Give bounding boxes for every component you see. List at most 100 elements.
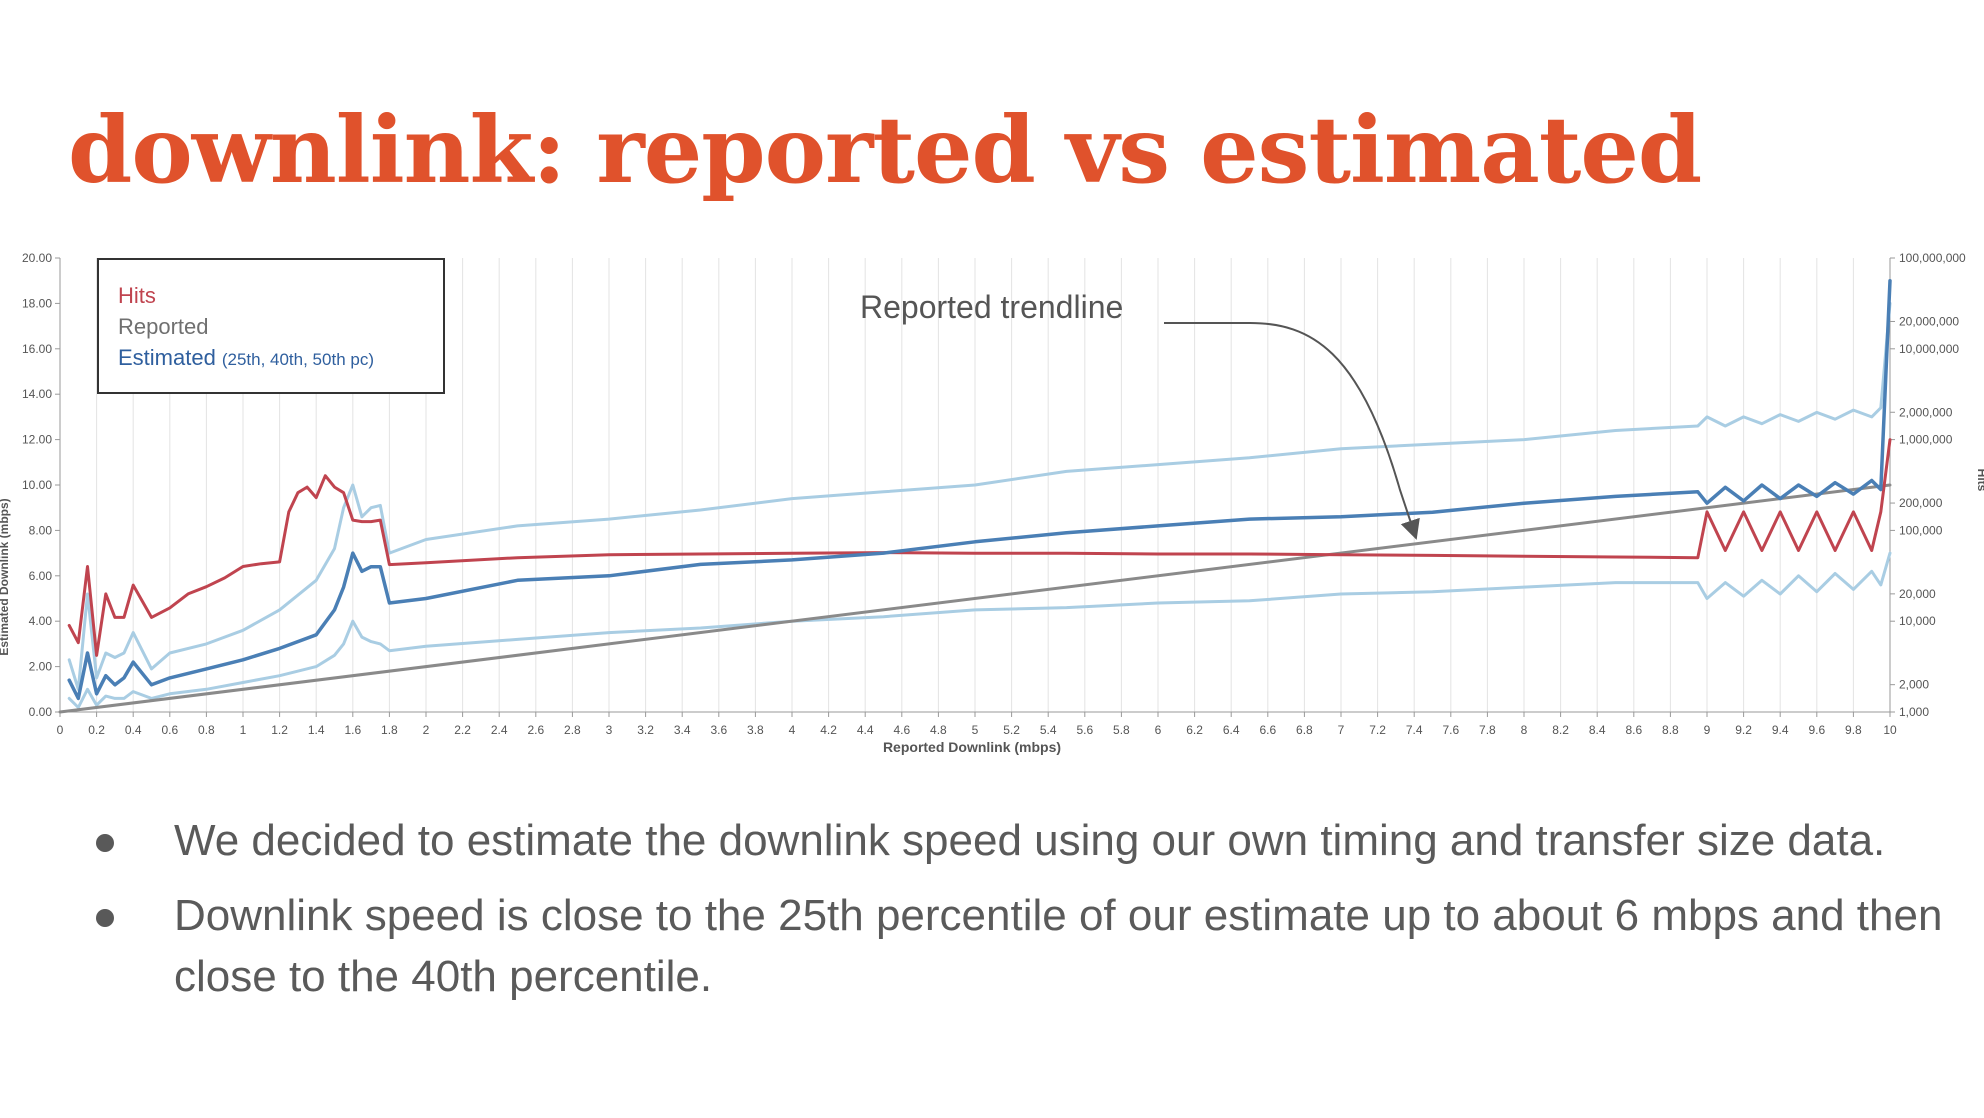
series-line-estimated-25 [67, 551, 1892, 709]
y2-tick-label: 100,000,000 [1899, 251, 1966, 265]
x-tick-label: 5.6 [1076, 723, 1093, 737]
legend-hits: Hits [118, 283, 156, 308]
chart-series [58, 278, 1892, 714]
x-tick-label: 9.4 [1772, 723, 1789, 737]
bullet-item: We decided to estimate the downlink spee… [96, 810, 1956, 871]
x-tick-label: 8.4 [1589, 723, 1606, 737]
y2-tick-label: 200,000 [1899, 496, 1943, 510]
x-tick-label: 1.8 [381, 723, 398, 737]
slide-title: downlink: reported vs estimated [68, 96, 1702, 204]
x-tick-label: 9.6 [1808, 723, 1825, 737]
x-tick-label: 1.4 [308, 723, 325, 737]
x-tick-label: 4 [789, 723, 796, 737]
x-tick-label: 2 [423, 723, 430, 737]
x-tick-label: 8.2 [1552, 723, 1569, 737]
x-tick-label: 4.8 [930, 723, 947, 737]
x-tick-label: 2.8 [564, 723, 581, 737]
series-line-reported [58, 483, 1892, 714]
bullet-item: Downlink speed is close to the 25th perc… [96, 885, 1956, 1007]
x-tick-label: 5.4 [1040, 723, 1057, 737]
y-tick-label: 18.00 [22, 296, 52, 310]
series-line-estimated-40 [67, 278, 1892, 701]
annotation-label: Reported trendline [860, 289, 1123, 325]
x-tick-label: 7.8 [1479, 723, 1496, 737]
series-line-estimated-50 [67, 301, 1892, 691]
x-tick-label: 2.6 [527, 723, 544, 737]
x-tick-label: 3.8 [747, 723, 764, 737]
y-tick-label: 0.00 [29, 705, 53, 719]
x-tick-label: 0.6 [161, 723, 178, 737]
x-tick-label: 8.6 [1625, 723, 1642, 737]
y2-tick-label: 20,000 [1899, 587, 1936, 601]
x-tick-label: 6.2 [1186, 723, 1203, 737]
x-tick-label: 7 [1338, 723, 1345, 737]
x-tick-label: 5.2 [1003, 723, 1020, 737]
x-tick-label: 1.2 [271, 723, 288, 737]
series-line-hits [67, 438, 1892, 657]
y2-tick-label: 20,000,000 [1899, 314, 1959, 328]
x-tick-label: 6.8 [1296, 723, 1313, 737]
x-tick-label: 3 [606, 723, 613, 737]
chart: 0 0.2 0.4 0.6 0.8 1 1.2 1.4 1.6 1.8 2 2.2 2.4 2.6 2.8 3… [0, 251, 1984, 755]
x-tick-label: 8 [1521, 723, 1528, 737]
bullet-text: We decided to estimate the downlink spee… [174, 816, 1886, 865]
x-tick-label: 6 [1155, 723, 1162, 737]
y2-tick-label: 10,000,000 [1899, 342, 1959, 356]
y2-tick-label: 1,000,000 [1899, 433, 1953, 447]
y-tick-label: 10.00 [22, 478, 52, 492]
x-axis-label: Reported Downlink (mbps) [883, 739, 1061, 755]
x-tick-label: 8.8 [1662, 723, 1679, 737]
legend-estimated-note: (25th, 40th, 50th pc) [222, 350, 374, 369]
x-tick-label: 6.4 [1223, 723, 1240, 737]
x-tick-label: 0.4 [125, 723, 142, 737]
chart-legend: Hits Reported Estimated (25th, 40th, 50th… [97, 258, 445, 394]
bullet-list: We decided to estimate the downlink spee… [96, 810, 1956, 1021]
legend-estimated: Estimated (25th, 40th, 50th pc) [118, 345, 374, 370]
x-tick-label: 5 [972, 723, 979, 737]
x-tick-label: 2.4 [491, 723, 508, 737]
x-tick-label: 4.2 [820, 723, 837, 737]
y2-tick-label: 10,000 [1899, 614, 1936, 628]
x-tick-label: 1.6 [344, 723, 361, 737]
bullet-dot [96, 909, 114, 927]
y2-tick-label: 2,000,000 [1899, 405, 1953, 419]
x-tick-label: 9 [1704, 723, 1711, 737]
x-tick-label: 9.2 [1735, 723, 1752, 737]
bullet-dot [96, 834, 114, 852]
x-tick-label: 3.2 [637, 723, 654, 737]
y2-tick-label: 100,000 [1899, 523, 1943, 537]
y-tick-label: 12.00 [22, 433, 52, 447]
x-tick-label: 5.8 [1113, 723, 1130, 737]
legend-reported: Reported [118, 314, 209, 339]
y2-tick-label: 2,000 [1899, 678, 1929, 692]
y2-axis-label: Hits [1975, 469, 1984, 492]
x-tick-label: 7.4 [1406, 723, 1423, 737]
x-tick-label: 3.6 [710, 723, 727, 737]
x-tick-label: 2.2 [454, 723, 471, 737]
legend-estimated-label: Estimated [118, 345, 216, 370]
x-tick-label: 7.2 [1369, 723, 1386, 737]
x-tick-label: 4.6 [893, 723, 910, 737]
x-tick-label: 10 [1883, 723, 1897, 737]
x-tick-label: 7.6 [1442, 723, 1459, 737]
y-tick-label: 4.00 [29, 614, 53, 628]
y2-tick-label: 1,000 [1899, 705, 1929, 719]
y-tick-label: 2.00 [29, 660, 53, 674]
y-axis-label: Estimated Downlink (mbps) [0, 498, 11, 655]
x-tick-label: 9.8 [1845, 723, 1862, 737]
y-tick-label: 8.00 [29, 523, 53, 537]
x-tick-label: 0 [57, 723, 64, 737]
bullet-text: Downlink speed is close to the 25th perc… [174, 891, 1943, 1001]
legend-box [97, 258, 445, 394]
y-tick-label: 20.00 [22, 251, 52, 265]
x-tick-label: 0.8 [198, 723, 215, 737]
x-tick-label: 1 [240, 723, 247, 737]
annotation-arrow [1164, 322, 1420, 540]
x-tick-label: 0.2 [88, 723, 105, 737]
y-tick-label: 16.00 [22, 342, 52, 356]
x-tick-label: 6.6 [1259, 723, 1276, 737]
x-tick-label: 4.4 [857, 723, 874, 737]
y-tick-label: 14.00 [22, 387, 52, 401]
chart-labels: 0 0.2 0.4 0.6 0.8 1 1.2 1.4 1.6 1.8 2 2.2 2.4 2.6 2.8 3… [22, 251, 1966, 737]
x-tick-label: 3.4 [674, 723, 691, 737]
